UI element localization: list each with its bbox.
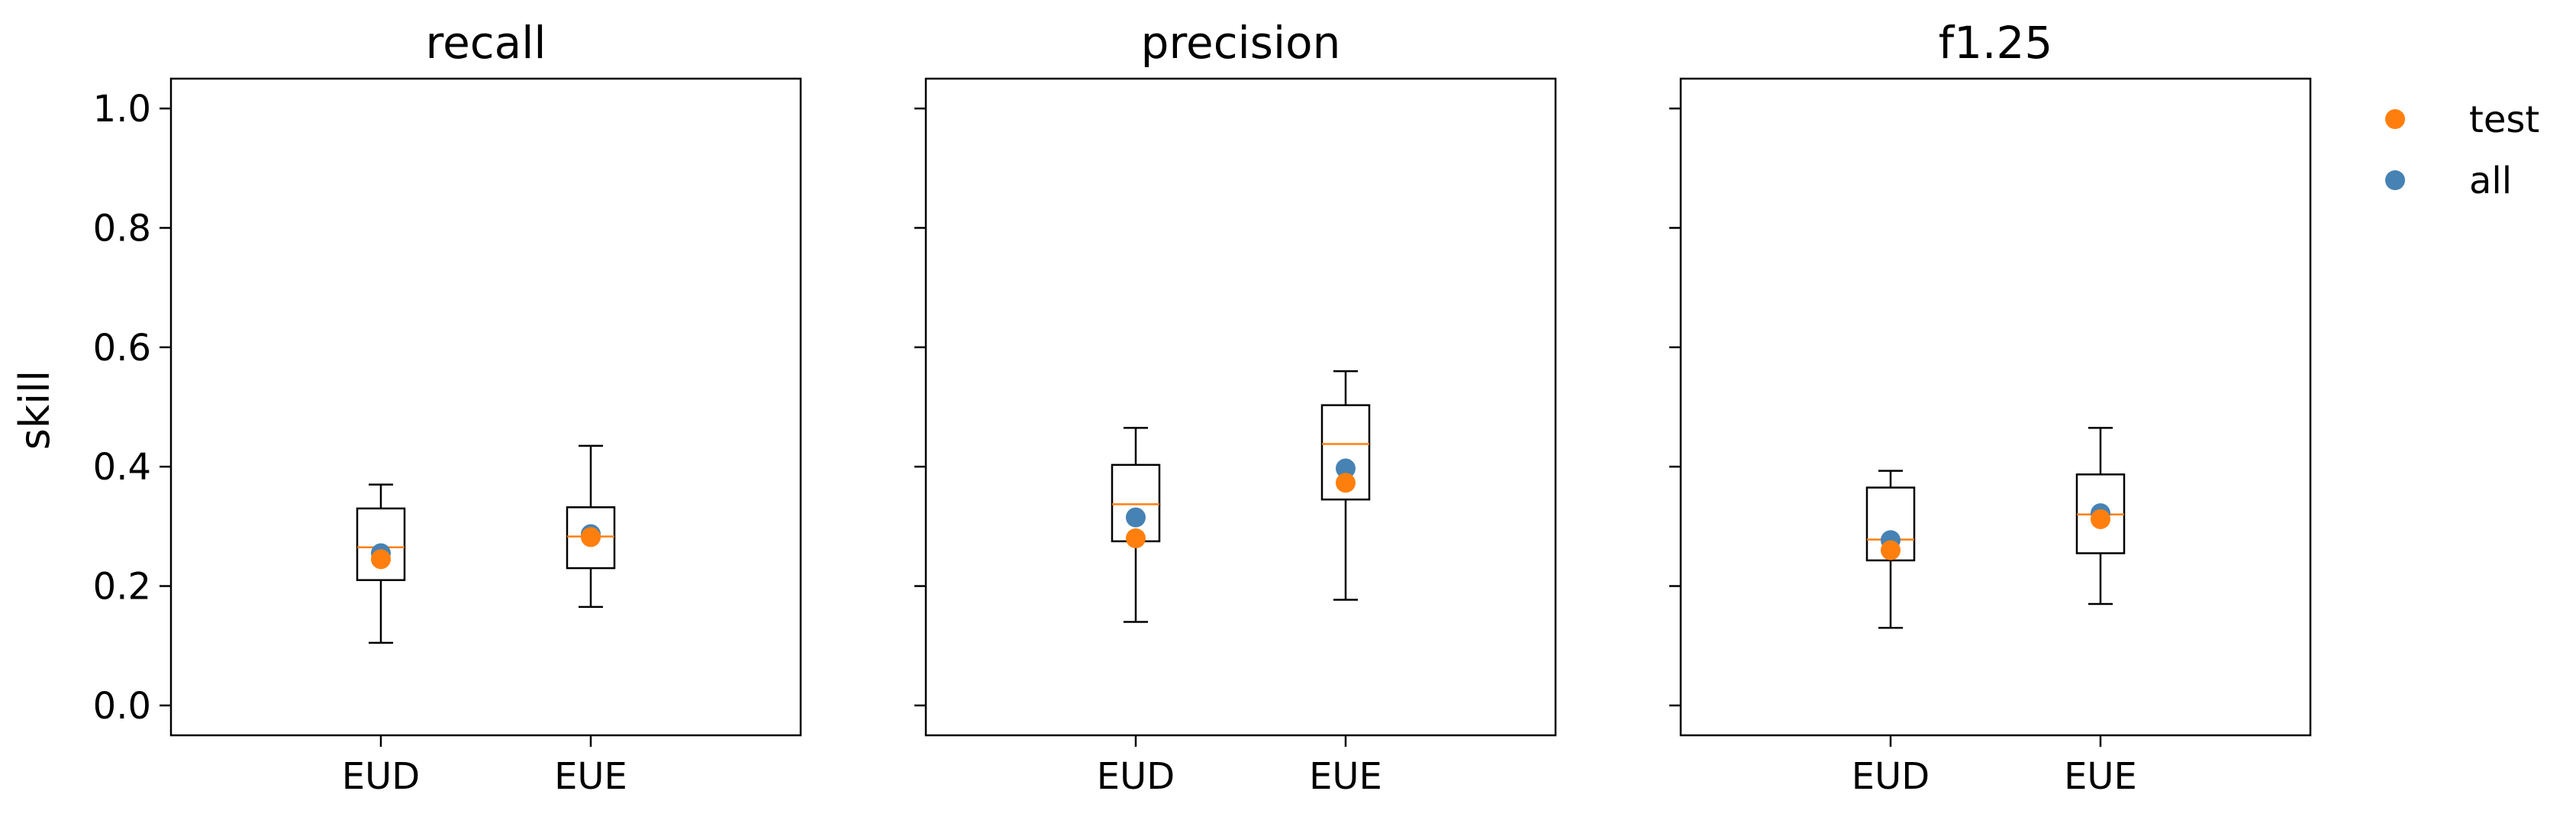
legend-marker-all: [2385, 170, 2405, 190]
y-tick-label: 0.6: [93, 327, 151, 370]
chart-title: f1.25: [1939, 17, 2053, 69]
box-EUE: [2075, 427, 2126, 605]
chart-panel-1: precision EUD EUE: [914, 17, 1557, 798]
x-tick-label: EUE: [554, 755, 627, 798]
marker-test-EUE: [581, 527, 601, 547]
y-tick-label: 1.0: [93, 88, 151, 131]
marker-test-EUD: [371, 549, 391, 570]
legend-label-all: all: [2469, 160, 2512, 202]
box-body: [566, 506, 616, 570]
chart-title: recall: [426, 17, 546, 69]
legend-marker-test: [2385, 109, 2405, 129]
axes-frame: [1679, 77, 2312, 737]
chart-panel-0: recall 0.0 0.2 0.4 0.6 0.8 1.0 EUD EUE: [93, 17, 802, 798]
y-tick-label: 0.4: [93, 446, 151, 489]
box-body: [1865, 486, 1916, 562]
marker-test-EUE: [1336, 473, 1356, 493]
chart-panels: recall 0.0 0.2 0.4 0.6 0.8 1.0 EUD EUE precision E…: [93, 17, 2312, 798]
marker-test-EUD: [1126, 528, 1146, 548]
legend: test all: [2385, 98, 2539, 202]
axes-frame: [169, 77, 802, 737]
box-body: [1320, 404, 1371, 501]
x-tick-label: EUD: [342, 755, 420, 798]
y-axis-label: skill: [11, 370, 59, 450]
chart-title: precision: [1141, 17, 1341, 69]
marker-all-EUE: [1336, 458, 1356, 479]
marker-test-EUE: [2091, 509, 2110, 529]
chart-panel-2: f1.25 EUD EUE: [1669, 17, 2312, 798]
y-tick-label: 0.0: [93, 685, 151, 728]
y-tick-label: 0.2: [93, 566, 151, 609]
x-tick-label: EUD: [1852, 755, 1930, 798]
box-body: [356, 507, 406, 581]
marker-test-EUD: [1881, 540, 1901, 560]
legend-label-test: test: [2469, 98, 2539, 141]
x-tick-label: EUE: [2064, 755, 2137, 798]
box-EUE: [1320, 370, 1371, 601]
x-tick-label: EUE: [1309, 755, 1382, 798]
x-tick-label: EUD: [1097, 755, 1175, 798]
axes-frame: [924, 77, 1557, 737]
marker-all-EUD: [1126, 507, 1146, 528]
y-tick-label: 0.8: [93, 207, 151, 250]
